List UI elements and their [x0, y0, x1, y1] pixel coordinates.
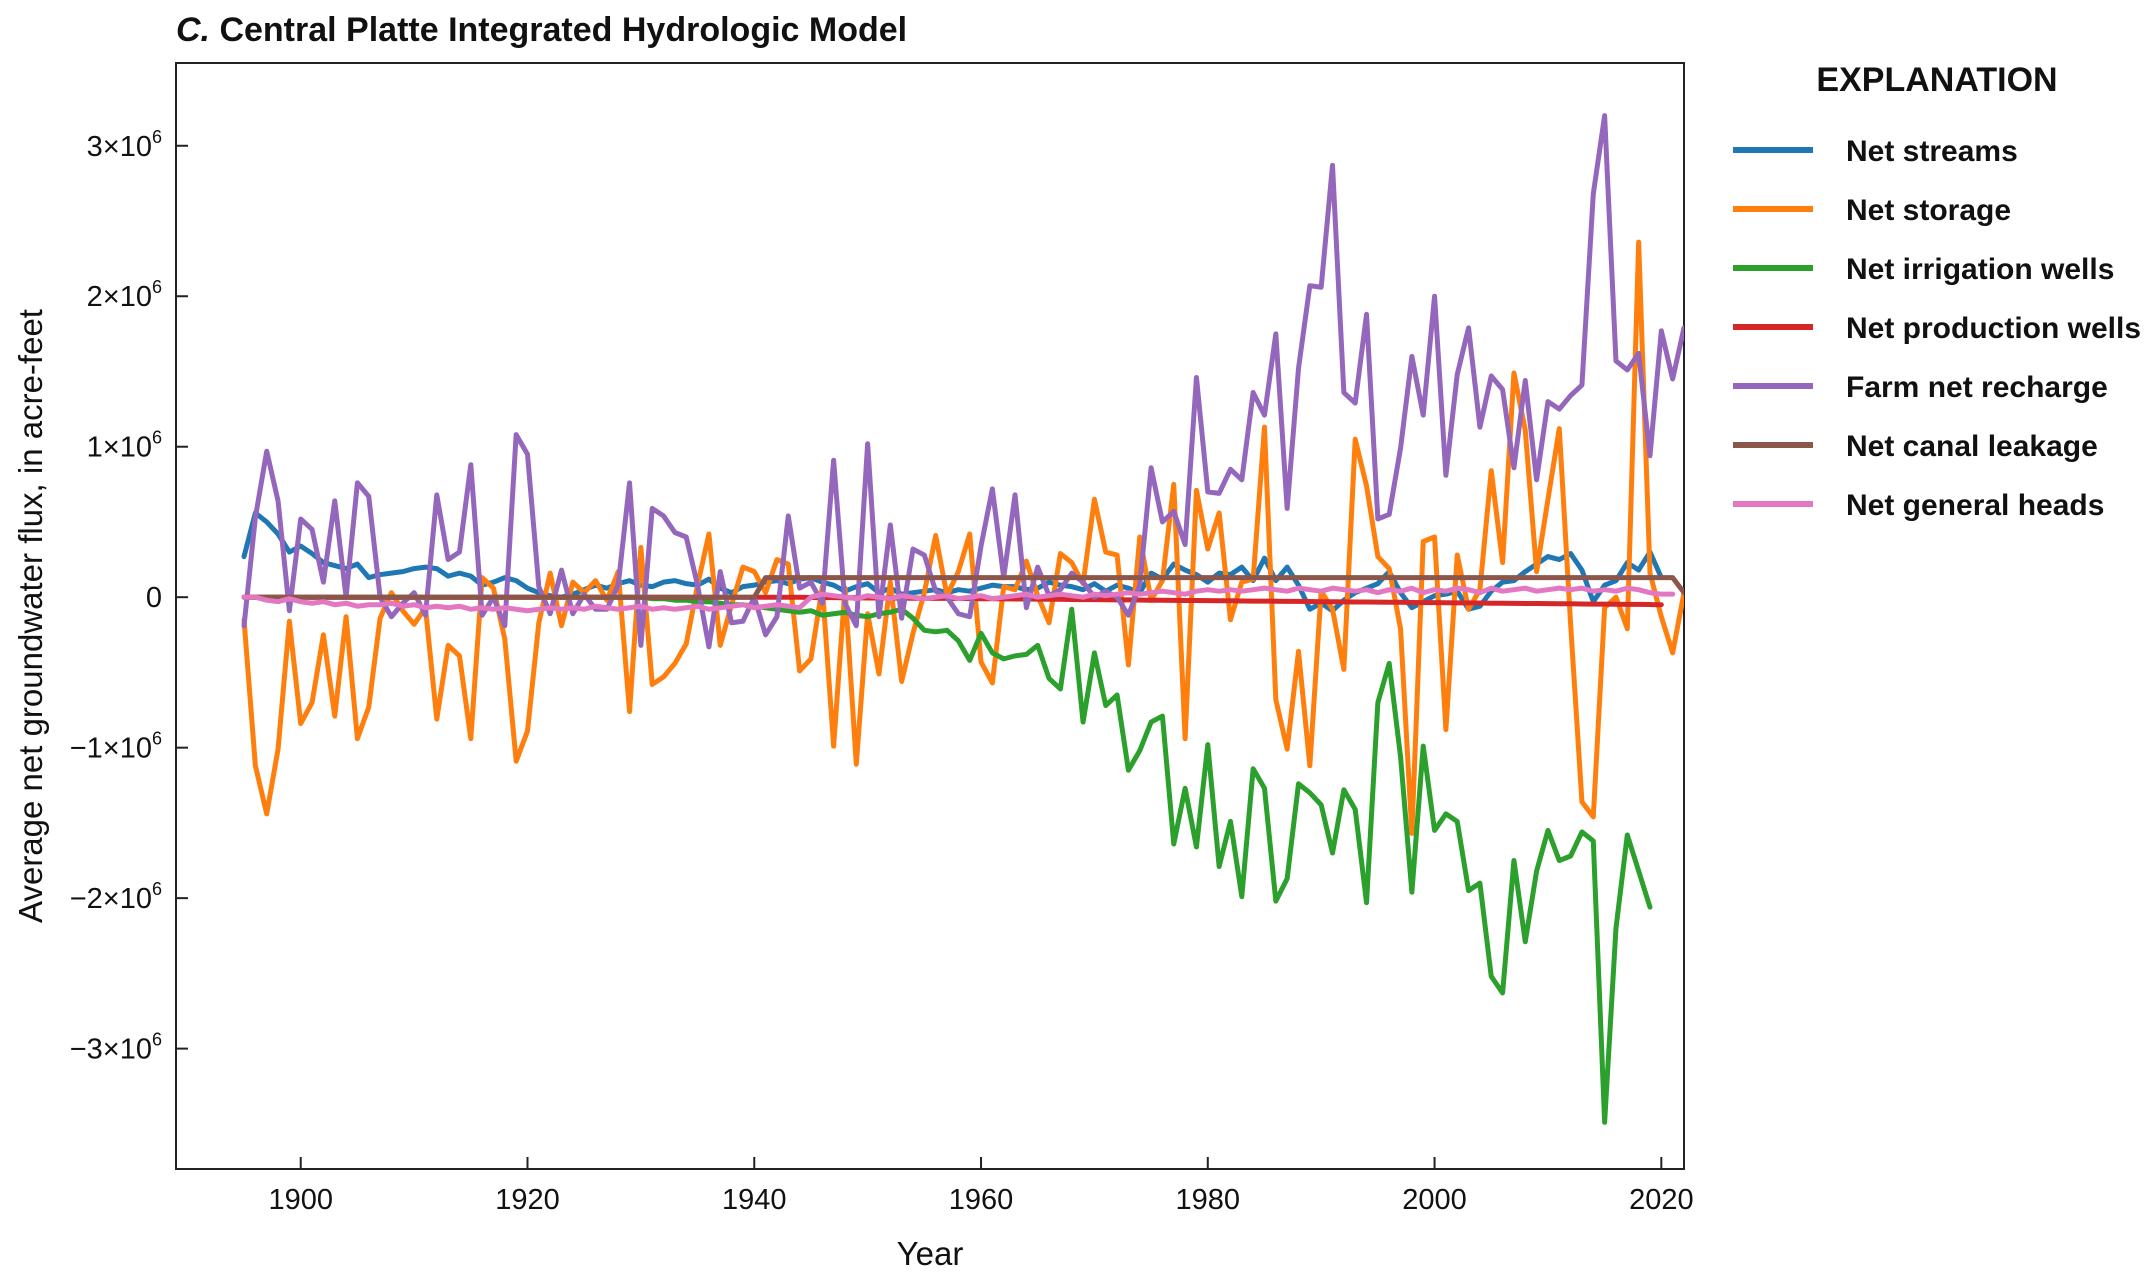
x-axis-label: Year: [897, 1235, 964, 1272]
legend-label-net-general-heads: Net general heads: [1846, 489, 2104, 522]
y-tick-label: −2×106: [70, 879, 162, 915]
y-tick-mantissa: 1×10: [87, 432, 152, 464]
legend: EXPLANATION Net streams Net storage Net ir…: [1733, 61, 2141, 522]
y-tick-exponent: 6: [152, 127, 162, 147]
y-tick-exponent: 6: [152, 428, 162, 448]
series-line-farm-net-recharge: [241, 113, 1684, 650]
y-tick-label: 2×106: [87, 277, 162, 313]
legend-label-net-irrigation-wells: Net irrigation wells: [1846, 253, 2114, 286]
x-tick-label: 2000: [1402, 1184, 1467, 1216]
series-line-net-canal-leakage: [241, 575, 1684, 600]
y-axis-label: Average net groundwater flux, in acre-fe…: [12, 309, 49, 923]
y-tick-label: −1×106: [70, 729, 162, 765]
legend-label-farm-net-recharge: Farm net recharge: [1846, 371, 2108, 404]
y-tick-mantissa: 0: [146, 582, 162, 614]
x-tick-label: 1960: [949, 1184, 1014, 1216]
y-tick-label: 3×106: [87, 127, 162, 163]
legend-label-net-canal-leakage: Net canal leakage: [1846, 430, 2098, 463]
series-line-net-storage: [241, 239, 1684, 836]
x-tick-label: 2020: [1629, 1184, 1694, 1216]
plot-area: [175, 62, 1685, 1170]
y-tick-label: 0: [146, 582, 162, 614]
x-tick-label: 1900: [268, 1184, 333, 1216]
series-line-net-irrigation-wells: [241, 594, 1653, 1125]
y-tick-label: 1×106: [87, 428, 162, 464]
series-layer: [241, 113, 1684, 1125]
series-line-net-general-heads: [241, 585, 1676, 614]
x-tick-label: 1980: [1176, 1184, 1241, 1216]
y-tick-mantissa: 3×10: [87, 131, 152, 163]
y-tick-exponent: 6: [152, 277, 162, 297]
y-tick-exponent: 6: [152, 879, 162, 899]
y-tick-mantissa: −1×10: [70, 733, 152, 765]
legend-label-net-storage: Net storage: [1846, 194, 2011, 227]
y-tick-exponent: 6: [152, 729, 162, 749]
legend-label-net-streams: Net streams: [1846, 135, 2018, 168]
x-tick-label: 1920: [495, 1184, 560, 1216]
y-tick-mantissa: −3×10: [70, 1034, 152, 1066]
y-tick-mantissa: −2×10: [70, 883, 152, 915]
y-tick-mantissa: 2×10: [87, 281, 152, 313]
x-tick-label: 1940: [722, 1184, 787, 1216]
y-tick-exponent: 6: [152, 1030, 162, 1050]
legend-title: EXPLANATION: [1816, 61, 2057, 99]
legend-label-net-production-wells: Net production wells: [1846, 312, 2141, 345]
x-axis: 1900 1920 1940 1960 1980 2000 2020: [268, 1157, 1694, 1216]
chart-title: C. Central Platte Integrated Hydrologic …: [176, 11, 907, 49]
y-tick-label: −3×106: [70, 1030, 162, 1066]
